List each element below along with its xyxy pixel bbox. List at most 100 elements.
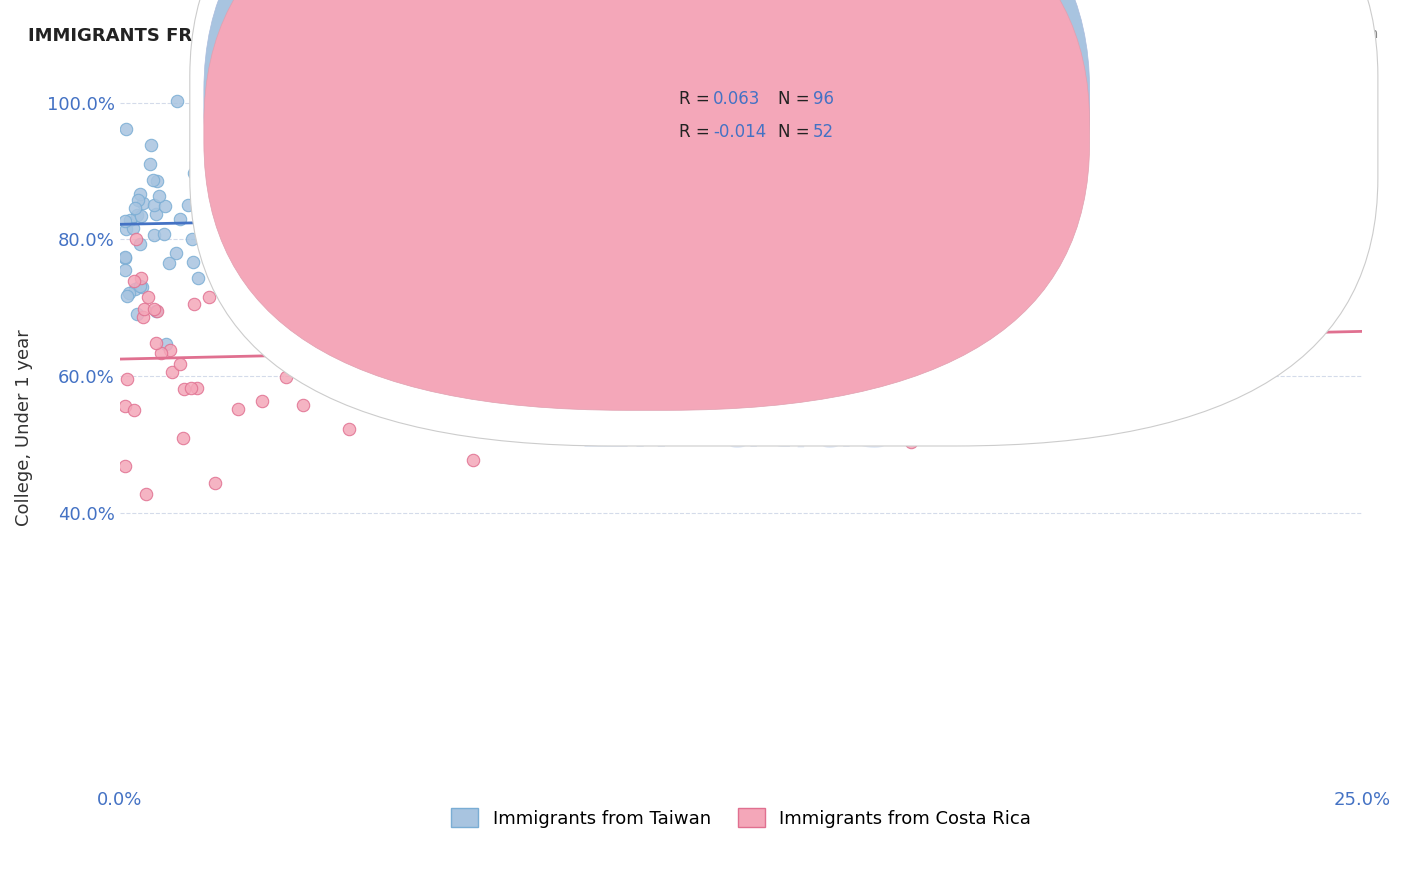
Text: N =: N = [778, 90, 814, 108]
Point [128, 187, 150, 202]
Point [766, 121, 789, 136]
Point [183, 297, 205, 311]
Point [388, 260, 411, 274]
Point [114, 213, 136, 227]
Point [404, 203, 426, 218]
Point [252, 305, 274, 319]
Point [127, 193, 149, 207]
Point [135, 487, 157, 501]
Point [118, 213, 141, 227]
Point [699, 248, 721, 262]
Point [285, 168, 308, 182]
Point [169, 211, 191, 226]
Point [114, 458, 136, 473]
Point [129, 271, 152, 285]
Point [274, 370, 297, 384]
Point [180, 381, 202, 395]
Y-axis label: College, Under 1 year: College, Under 1 year [15, 329, 32, 526]
Point [934, 259, 956, 273]
Point [187, 145, 209, 159]
Point [284, 249, 307, 263]
Point [177, 197, 200, 211]
Point [145, 335, 167, 350]
Point [995, 393, 1018, 408]
Point [114, 262, 136, 277]
Point [911, 186, 934, 201]
Point [132, 310, 155, 324]
Point [166, 94, 188, 108]
Point [250, 394, 273, 409]
Point [181, 255, 204, 269]
Point [180, 232, 202, 246]
Point [678, 251, 700, 265]
Point [155, 337, 177, 351]
Point [160, 365, 183, 379]
Legend: Immigrants from Taiwan, Immigrants from Costa Rica: Immigrants from Taiwan, Immigrants from … [444, 801, 1039, 835]
Text: R =: R = [679, 123, 716, 141]
Point [150, 345, 173, 359]
Point [582, 352, 605, 367]
Point [239, 208, 262, 222]
Text: ZIP atlas: ZIP atlas [585, 393, 897, 462]
Text: Source: ZipAtlas.com: Source: ZipAtlas.com [1230, 27, 1378, 41]
Point [217, 176, 239, 190]
Point [172, 431, 194, 445]
Point [976, 200, 998, 214]
Text: N =: N = [778, 123, 814, 141]
Point [965, 172, 987, 186]
Point [197, 289, 219, 303]
Text: 0.063: 0.063 [713, 90, 761, 108]
Point [186, 271, 208, 285]
Point [596, 321, 619, 335]
Point [143, 227, 166, 242]
Point [198, 228, 221, 243]
Point [141, 173, 163, 187]
Point [125, 307, 148, 321]
Point [305, 334, 328, 348]
Point [378, 284, 401, 298]
Point [117, 289, 139, 303]
Point [145, 207, 167, 221]
Point [146, 174, 169, 188]
Point [186, 381, 208, 395]
Point [457, 235, 479, 250]
Point [124, 282, 146, 296]
Point [531, 180, 554, 194]
Point [332, 239, 354, 253]
Text: 52: 52 [813, 123, 834, 141]
Point [157, 256, 180, 270]
Point [114, 251, 136, 265]
Point [257, 107, 280, 121]
Point [747, 232, 769, 246]
Point [270, 149, 292, 163]
Point [405, 175, 427, 189]
Point [146, 304, 169, 318]
Point [121, 221, 143, 235]
Point [138, 157, 160, 171]
Point [143, 302, 166, 317]
Point [124, 201, 146, 215]
Point [891, 318, 914, 333]
Point [145, 303, 167, 318]
Point [323, 201, 346, 215]
Point [408, 172, 430, 186]
Point [463, 452, 485, 467]
Point [173, 382, 195, 396]
Point [200, 207, 222, 221]
Point [314, 314, 336, 328]
Point [118, 286, 141, 301]
Point [122, 403, 145, 417]
Point [148, 189, 170, 203]
Point [564, 244, 586, 259]
Point [114, 251, 136, 265]
Text: R =: R = [679, 90, 716, 108]
Point [141, 137, 163, 152]
Point [456, 184, 478, 198]
Point [114, 222, 136, 236]
Point [183, 165, 205, 179]
Point [200, 227, 222, 241]
Point [281, 195, 304, 210]
Point [785, 285, 807, 300]
Point [540, 203, 562, 218]
Point [337, 422, 360, 436]
